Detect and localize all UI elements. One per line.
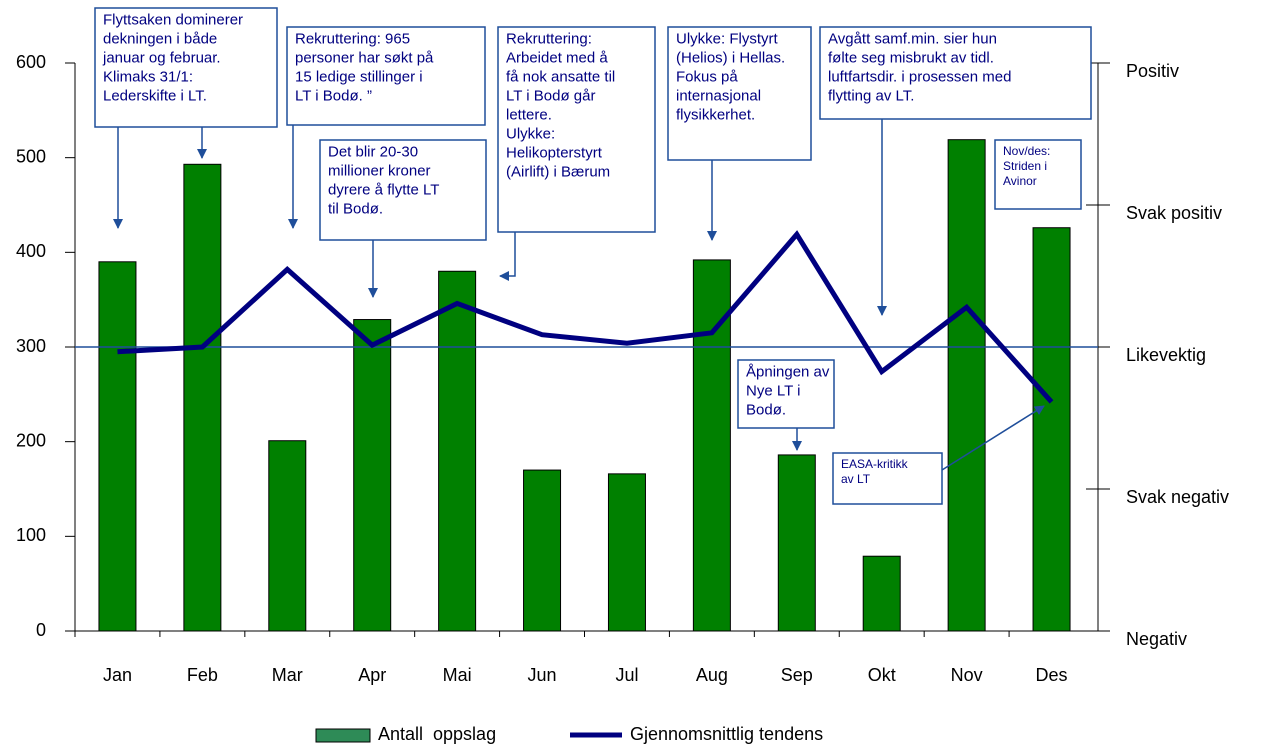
bar bbox=[607, 473, 646, 632]
annotation-text: luftfartsdir. i prosessen med bbox=[828, 68, 1011, 85]
annotation-text: av LT bbox=[841, 472, 871, 486]
x-tick-label: Apr bbox=[358, 665, 386, 685]
annotation-arrow bbox=[499, 232, 516, 281]
legend-label: Gjennomsnittlig tendens bbox=[630, 724, 823, 744]
annotation-box bbox=[737, 359, 835, 429]
annotation-text: LT i Bodø. ” bbox=[295, 87, 372, 104]
annotation-text: Striden i bbox=[1003, 159, 1047, 173]
y-tick-label: 200 bbox=[16, 430, 46, 450]
annotation-text: Flyttsaken dominerer bbox=[103, 11, 243, 28]
annotation-text: dyrere å flytte LT bbox=[328, 181, 439, 198]
annotation-box bbox=[667, 26, 812, 161]
x-tick-label: Sep bbox=[781, 665, 813, 685]
bar bbox=[98, 261, 137, 632]
annotation-text: 15 ledige stillinger i bbox=[295, 68, 423, 85]
legend-swatch bbox=[315, 728, 371, 743]
x-tick-label: Feb bbox=[187, 665, 218, 685]
bar bbox=[353, 319, 392, 632]
annotation-text: Det blir 20-30 bbox=[328, 143, 418, 160]
annotation-text: Bodø. bbox=[746, 401, 786, 418]
annotation-text: flysikkerhet. bbox=[676, 106, 755, 123]
annotation-text: følte seg misbrukt av tidl. bbox=[828, 49, 994, 66]
annotation-text: Arbeidet med å bbox=[506, 49, 608, 66]
y-tick-label: 300 bbox=[16, 336, 46, 356]
bar bbox=[183, 163, 222, 632]
annotation-text: Rekruttering: bbox=[506, 30, 592, 47]
bar bbox=[777, 454, 816, 632]
bar bbox=[1032, 227, 1071, 632]
annotation-arrow bbox=[941, 405, 1045, 471]
annotation-text: Lederskifte i LT. bbox=[103, 87, 207, 104]
y-tick-label: 100 bbox=[16, 525, 46, 545]
annotation-text: til Bodø. bbox=[328, 200, 383, 217]
y2-tick-label: Svak positiv bbox=[1126, 203, 1222, 223]
y2-tick-label: Positiv bbox=[1126, 61, 1179, 81]
annotation-text: Åpningen av bbox=[746, 363, 830, 380]
annotation-box bbox=[319, 139, 487, 241]
bar bbox=[268, 440, 307, 632]
annotation-text: Nov/des: bbox=[1003, 144, 1050, 158]
annotation-box bbox=[94, 7, 278, 128]
x-tick-label: Mai bbox=[443, 665, 472, 685]
annotation-text: dekningen i både bbox=[103, 30, 217, 47]
annotation-text: LT i Bodø går bbox=[506, 87, 596, 104]
bar bbox=[862, 555, 901, 632]
annotation-text: Helikopterstyrt bbox=[506, 144, 603, 161]
annotation-text: flytting av LT. bbox=[828, 87, 914, 104]
y-tick-label: 400 bbox=[16, 241, 46, 261]
y2-tick-label: Likevektig bbox=[1126, 345, 1206, 365]
y-tick-label: 500 bbox=[16, 146, 46, 166]
annotation-box bbox=[819, 26, 1092, 120]
annotation-box bbox=[832, 452, 943, 505]
annotation-box bbox=[994, 139, 1082, 210]
annotation-text: Nye LT i bbox=[746, 382, 800, 399]
y2-tick-label: Negativ bbox=[1126, 629, 1187, 649]
x-tick-label: Mar bbox=[272, 665, 303, 685]
legend-label: Antall oppslag bbox=[378, 724, 496, 744]
y-tick-label: 600 bbox=[16, 52, 46, 72]
bar bbox=[947, 139, 986, 632]
bar bbox=[523, 469, 562, 632]
y2-tick-label: Svak negativ bbox=[1126, 487, 1229, 507]
annotation-text: Avinor bbox=[1003, 174, 1037, 188]
annotation-text: millioner kroner bbox=[328, 162, 431, 179]
annotation-text: (Airlift) i Bærum bbox=[506, 163, 610, 180]
x-tick-label: Jun bbox=[528, 665, 557, 685]
y-tick-label: 0 bbox=[36, 620, 46, 640]
annotation-box bbox=[286, 26, 486, 126]
annotation-text: EASA-kritikk bbox=[841, 457, 909, 471]
annotation-text: januar og februar. bbox=[102, 49, 221, 66]
annotation-text: Ulykke: bbox=[506, 125, 555, 142]
x-tick-label: Jul bbox=[615, 665, 638, 685]
annotation-text: Rekruttering: 965 bbox=[295, 30, 410, 47]
annotation-box bbox=[497, 26, 656, 233]
annotation-text: (Helios) i Hellas. bbox=[676, 49, 785, 66]
annotation-text: Ulykke: Flystyrt bbox=[676, 30, 779, 47]
x-tick-label: Jan bbox=[103, 665, 132, 685]
line bbox=[117, 230, 1054, 404]
annotation-text: personer har søkt på bbox=[295, 49, 434, 66]
x-tick-label: Aug bbox=[696, 665, 728, 685]
bar bbox=[438, 270, 477, 632]
annotation-text: lettere. bbox=[506, 106, 552, 123]
annotation-text: internasjonal bbox=[676, 87, 761, 104]
annotation-text: Klimaks 31/1: bbox=[103, 68, 193, 85]
annotation-text: få nok ansatte til bbox=[506, 68, 615, 85]
annotation-text: Fokus på bbox=[676, 68, 738, 85]
x-tick-label: Des bbox=[1036, 665, 1068, 685]
x-tick-label: Okt bbox=[868, 665, 896, 685]
x-tick-label: Nov bbox=[951, 665, 983, 685]
annotation-text: Avgått samf.min. sier hun bbox=[828, 30, 997, 47]
